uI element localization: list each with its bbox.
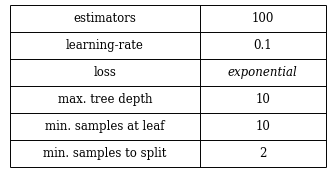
Text: min. samples to split: min. samples to split [43,147,167,160]
Text: exponential: exponential [228,66,298,79]
Text: estimators: estimators [73,12,136,25]
Text: 0.1: 0.1 [253,39,272,52]
Text: loss: loss [93,66,116,79]
Text: 100: 100 [252,12,274,25]
Text: max. tree depth: max. tree depth [57,93,152,106]
Text: learning-rate: learning-rate [66,39,144,52]
Text: 10: 10 [255,120,270,133]
Text: 2: 2 [259,147,266,160]
Text: min. samples at leaf: min. samples at leaf [45,120,165,133]
Text: 10: 10 [255,93,270,106]
